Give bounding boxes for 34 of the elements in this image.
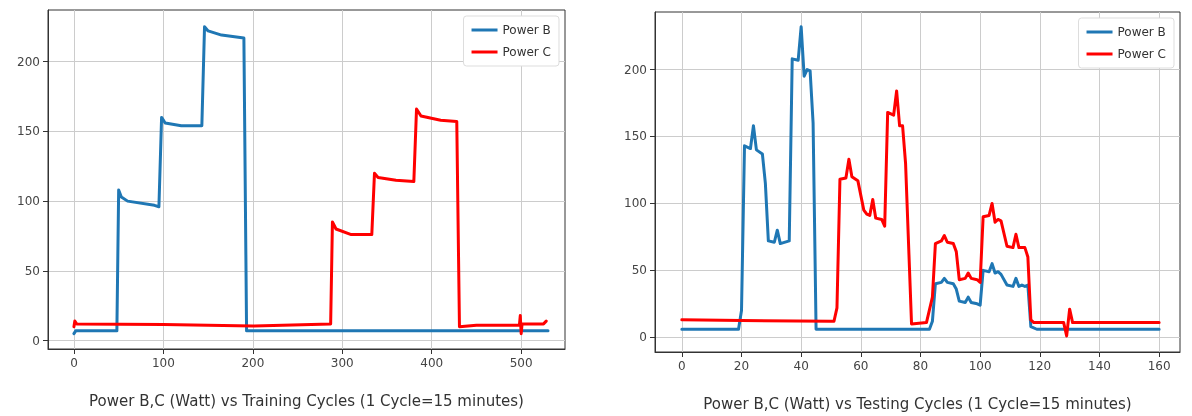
- y-tick-label: 200: [17, 54, 40, 69]
- y-tick-label: 100: [17, 194, 40, 209]
- line-series: [72, 107, 548, 336]
- x-tick-label: 200: [241, 356, 265, 370]
- legend-label: Power C: [1117, 47, 1167, 61]
- x-tick-label: 60: [853, 359, 869, 373]
- x-tick-label: 0: [678, 359, 686, 373]
- x-axis-title: Power B,C (Watt) vs Training Cycles (1 Cycle=15 minutes): [89, 391, 524, 410]
- x-tick-label: 160: [1147, 359, 1171, 373]
- line-series: [680, 89, 1161, 338]
- x-tick-label: 40: [793, 359, 809, 373]
- y-tick-label: 150: [17, 124, 40, 139]
- y-tick-label: 150: [624, 129, 647, 144]
- x-tick-label: 100: [151, 356, 175, 370]
- x-axis-title: Power B,C (Watt) vs Testing Cycles (1 Cycle=15 minutes): [703, 394, 1132, 413]
- x-tick-label: 100: [968, 359, 992, 373]
- x-tick-label: 80: [912, 359, 929, 373]
- x-tick-label: 20: [733, 359, 750, 373]
- y-tick-label: 0: [639, 330, 647, 345]
- y-tick-label: 50: [24, 263, 40, 278]
- x-tick-label: 500: [509, 356, 533, 370]
- line-series: [72, 25, 550, 336]
- x-tick-label: 300: [330, 356, 354, 370]
- y-tick-label: 0: [32, 333, 40, 348]
- legend-label: Power B: [1117, 25, 1166, 39]
- legend-label: Power B: [502, 23, 551, 37]
- x-tick-label: 140: [1088, 359, 1111, 373]
- x-tick-label: 400: [420, 356, 444, 370]
- x-tick-label: 120: [1028, 359, 1052, 373]
- y-tick-label: 50: [631, 263, 647, 278]
- x-tick-label: 0: [70, 356, 78, 370]
- y-tick-label: 200: [624, 62, 647, 77]
- legend-label: Power C: [502, 45, 552, 59]
- y-tick-label: 100: [624, 196, 647, 211]
